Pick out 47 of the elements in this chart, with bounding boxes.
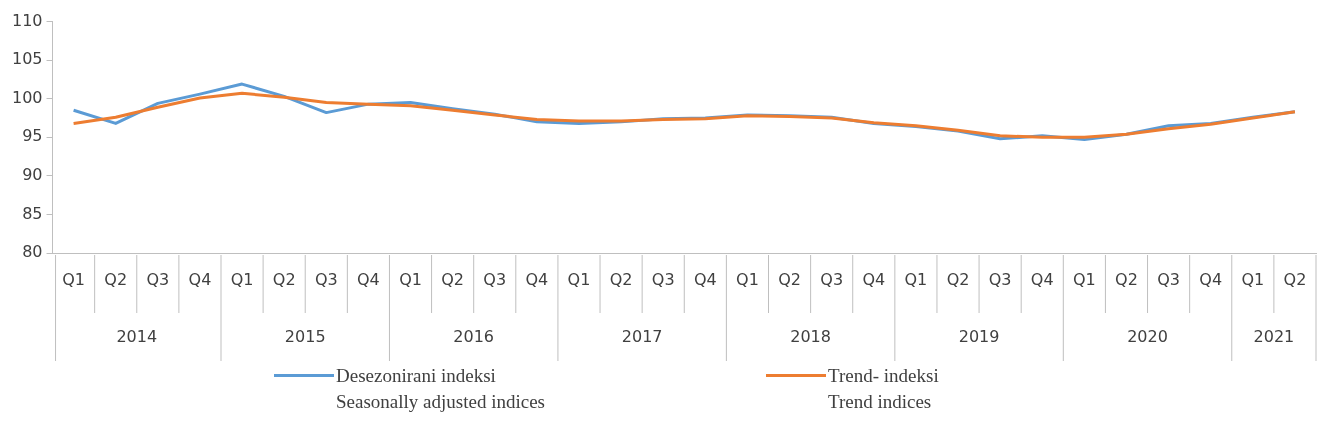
text: 2018 <box>790 327 831 347</box>
x-tick-label: Q1 <box>736 269 759 289</box>
y-tick-label: 80 <box>22 242 43 262</box>
x-tick-label: Q4 <box>693 269 717 289</box>
x-tick-label: Q2 <box>441 269 465 289</box>
legend-label: Desezonirani indeksi Seasonally adjusted indices <box>336 364 546 414</box>
text: 2020 <box>1127 327 1168 347</box>
legend-label: Trend- indeksi Trend indices <box>828 364 940 414</box>
x-tick-label: Q1 <box>904 269 928 289</box>
x-tick-label: Q1 <box>399 269 422 289</box>
x-tick-label: Q3 <box>988 269 1012 289</box>
x-tick-label: Q2 <box>778 269 801 289</box>
x-tick-label: Q1 <box>567 269 591 289</box>
x-tick-label: Q4 <box>525 269 549 289</box>
y-tick-label: 100 <box>11 87 43 107</box>
x-tick-label: Q4 <box>1030 269 1054 289</box>
x-tick-label: Q3 <box>146 269 170 289</box>
x-tick-label: Q2 <box>609 269 633 289</box>
x-tick-label: Q2 <box>104 269 128 289</box>
x-tick-label: Q2 <box>1283 269 1307 289</box>
text: 2019 <box>958 327 1000 347</box>
y-tick-label: 85 <box>22 203 43 223</box>
text: 2015 <box>284 327 326 347</box>
x-tick-label: Q3 <box>314 269 338 289</box>
text: 2017 <box>621 327 663 347</box>
text: 2014 <box>116 327 158 347</box>
y-tick-label: 110 <box>11 10 43 30</box>
x-tick-label: Q2 <box>946 269 970 289</box>
x-tick-label: Q1 <box>62 269 85 289</box>
x-tick-label: Q2 <box>1115 269 1138 289</box>
x-tick-label: Q3 <box>820 269 844 289</box>
y-tick-label: 90 <box>22 165 43 185</box>
x-tick-label: Q1 <box>1241 269 1265 289</box>
x-tick-label: Q4 <box>862 269 886 289</box>
text: 2021 <box>1253 327 1295 347</box>
text: 2016 <box>453 327 495 347</box>
x-tick-label: Q1 <box>230 269 254 289</box>
x-tick-label: Q3 <box>651 269 675 289</box>
x-tick-label: Q1 <box>1072 269 1096 289</box>
y-tick-label: 95 <box>22 126 43 146</box>
x-tick-label: Q4 <box>1199 269 1223 289</box>
x-tick-label: Q4 <box>357 269 380 289</box>
x-tick-label: Q3 <box>483 269 507 289</box>
x-tick-label: Q3 <box>1157 269 1180 289</box>
x-tick-label: Q2 <box>272 269 296 289</box>
x-tick-label: Q4 <box>188 269 212 289</box>
y-tick-label: 105 <box>11 49 43 69</box>
